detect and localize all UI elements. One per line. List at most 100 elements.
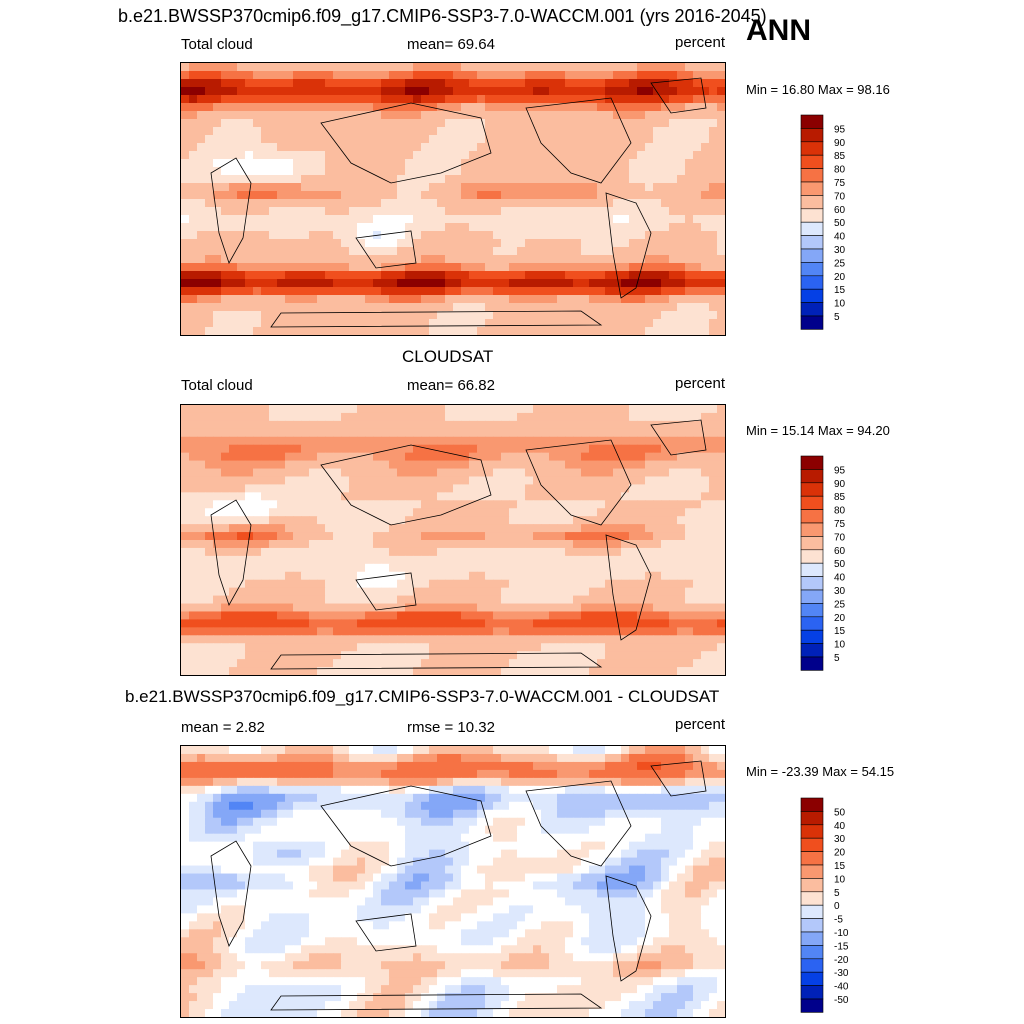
map-cell — [541, 327, 550, 335]
map-cell — [253, 175, 262, 184]
map-cell — [685, 207, 694, 216]
map-cell — [373, 143, 382, 152]
map-cell — [325, 303, 334, 312]
map-cell — [589, 215, 598, 224]
map-cell — [317, 71, 326, 80]
map-cell — [485, 95, 494, 104]
map-cell — [541, 627, 550, 636]
map-cell — [253, 428, 262, 438]
map-cell — [309, 508, 318, 517]
map-cell — [549, 468, 558, 478]
map-cell — [413, 247, 422, 256]
map-cell — [229, 753, 238, 763]
map-cell — [541, 611, 550, 621]
map-cell — [301, 239, 310, 248]
map-cell — [421, 207, 430, 216]
map-cell — [317, 405, 326, 414]
map-cell — [429, 524, 438, 533]
map-cell — [405, 643, 414, 652]
map-cell — [237, 223, 246, 232]
map-cell — [293, 524, 302, 533]
map-cell — [309, 255, 318, 264]
map-cell — [285, 319, 294, 328]
map-cell — [581, 159, 590, 168]
map-cell — [621, 263, 630, 272]
map-cell — [557, 500, 566, 509]
map-cell — [717, 508, 725, 517]
map-cell — [477, 327, 486, 335]
map-cell — [677, 579, 686, 589]
map-cell — [189, 223, 198, 232]
map-cell — [693, 63, 702, 72]
map-cell — [653, 119, 662, 128]
map-cell — [525, 255, 534, 264]
map-cell — [405, 127, 414, 136]
map-cell — [237, 444, 246, 454]
map-cell — [381, 444, 390, 454]
map-cell — [613, 119, 622, 128]
map-cell — [597, 643, 606, 652]
map-cell — [421, 635, 430, 644]
map-cell — [197, 587, 206, 597]
map-cell — [637, 111, 646, 120]
map-cell — [485, 71, 494, 80]
map-cell — [621, 484, 630, 493]
map-cell — [333, 183, 342, 192]
map-cell — [509, 159, 518, 168]
map-cell — [549, 547, 558, 557]
map-cell — [661, 761, 670, 771]
map-cell — [501, 412, 510, 422]
map-cell — [365, 255, 374, 264]
map-cell — [221, 287, 230, 296]
map-cell — [349, 428, 358, 438]
map-cell — [317, 508, 326, 517]
map-cell — [405, 79, 414, 88]
map-cell — [213, 508, 222, 517]
map-cell — [477, 255, 486, 264]
map-cell — [197, 484, 206, 493]
map-cell — [445, 619, 454, 628]
map-cell — [405, 476, 414, 486]
map-cell — [565, 611, 574, 621]
map-cell — [709, 468, 718, 478]
map-cell — [205, 95, 214, 104]
map-cell — [429, 484, 438, 493]
map-cell — [453, 405, 462, 414]
map-cell — [549, 63, 558, 72]
map-cell — [469, 420, 478, 430]
map-cell — [213, 143, 222, 152]
map-cell — [237, 199, 246, 208]
map-cell — [717, 87, 725, 96]
map-cell — [381, 452, 390, 462]
map-cell — [189, 263, 198, 272]
map-cell — [325, 95, 334, 104]
map-cell — [301, 460, 310, 470]
map-cell — [205, 635, 214, 644]
map-cell — [349, 263, 358, 272]
map-cell — [637, 311, 646, 320]
map-cell — [493, 143, 502, 152]
map-cell — [365, 119, 374, 128]
map-cell — [445, 303, 454, 312]
map-cell — [261, 239, 270, 248]
map-cell — [413, 659, 422, 668]
map-cell — [437, 444, 446, 454]
map-cell — [717, 667, 725, 675]
map-cell — [301, 263, 310, 272]
map-cell — [493, 239, 502, 248]
map-cell — [213, 191, 222, 200]
map-cell — [349, 207, 358, 216]
map-cell — [485, 175, 494, 184]
map-cell — [501, 571, 510, 581]
map-cell — [645, 540, 654, 549]
map-cell — [341, 303, 350, 312]
map-cell — [565, 587, 574, 597]
map-cell — [661, 119, 670, 128]
map-cell — [357, 63, 366, 72]
map-cell — [181, 303, 190, 312]
map-cell — [269, 571, 278, 581]
map-cell — [325, 183, 334, 192]
map-cell — [653, 428, 662, 438]
map-cell — [189, 595, 198, 605]
map-cell — [381, 635, 390, 644]
